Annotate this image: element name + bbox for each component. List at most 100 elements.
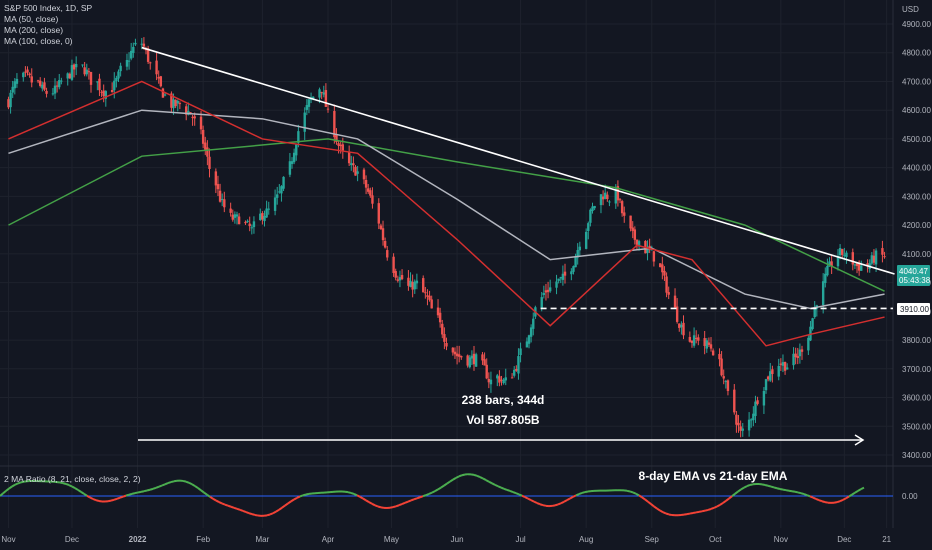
- legend-title[interactable]: S&P 500 Index, 1D, SP: [4, 3, 93, 13]
- ratio-segment: [248, 512, 253, 516]
- legend-ma200[interactable]: MA (200, close): [4, 25, 64, 35]
- ratio-segment: [377, 505, 382, 509]
- candle: [263, 210, 266, 227]
- candle: [214, 168, 218, 194]
- candle: [845, 250, 848, 264]
- candle: [66, 72, 69, 86]
- date-range-arrow[interactable]: [138, 434, 865, 446]
- candle: [350, 155, 353, 171]
- ratio-segment: [155, 485, 160, 489]
- candle: [53, 78, 57, 100]
- ratio-segment: [128, 492, 133, 496]
- ratio-segment: [824, 501, 829, 504]
- ratio-segment: [242, 510, 247, 514]
- candle: [529, 324, 533, 343]
- candle: [22, 71, 25, 82]
- ratio-segment: [167, 481, 172, 485]
- candle: [144, 46, 148, 55]
- ratio-segment: [410, 498, 415, 502]
- ratio-segment: [782, 488, 787, 492]
- ratio-segment: [515, 492, 520, 496]
- ratio-segment: [389, 506, 394, 509]
- candle: [851, 248, 854, 271]
- candle: [191, 114, 194, 126]
- candle: [58, 73, 61, 90]
- candle: [697, 334, 700, 346]
- candle: [707, 337, 711, 348]
- ratio-segment: [284, 502, 289, 507]
- ratio-segment: [77, 489, 82, 493]
- candle: [675, 298, 679, 324]
- price-tick: 4300.00: [902, 192, 931, 201]
- candle: [853, 263, 857, 269]
- trendline[interactable]: [141, 46, 895, 275]
- candle: [354, 165, 357, 176]
- candle: [218, 183, 222, 203]
- candle: [807, 335, 810, 355]
- ratio-segment: [536, 502, 541, 506]
- ratio-segment: [116, 496, 121, 500]
- ratio-segment: [413, 497, 418, 501]
- ratio-segment: [818, 499, 823, 503]
- ratio-segment: [59, 481, 64, 485]
- ratio-segment: [848, 493, 853, 498]
- candle: [470, 350, 474, 366]
- ratio-segment: [74, 487, 79, 491]
- candle: [572, 265, 575, 275]
- ratio-segment: [521, 494, 526, 499]
- ratio-segment: [134, 491, 139, 495]
- candle: [781, 354, 785, 373]
- candle: [591, 202, 594, 214]
- ratio-segment: [428, 491, 433, 495]
- ratio-segment: [11, 483, 16, 488]
- ratio-segment: [17, 481, 22, 485]
- candle: [235, 211, 239, 225]
- candle: [174, 99, 177, 109]
- indicator-title[interactable]: 2 MA Ratio (8, 21, close, close, 2, 2): [4, 474, 141, 484]
- candle: [500, 375, 503, 386]
- candle: [28, 72, 31, 78]
- candle: [570, 268, 573, 281]
- candle: [364, 175, 368, 195]
- candle: [83, 61, 86, 77]
- ratio-segment: [305, 492, 310, 496]
- candle: [483, 352, 486, 366]
- ratio-segment: [713, 505, 718, 509]
- ratio-segment: [578, 492, 583, 495]
- price-axis: 4900.00 4800.00 4700.00 4600.00 4500.00 4400.…: [902, 20, 931, 460]
- legend-ma100[interactable]: MA (100, close, 0): [4, 36, 73, 46]
- price-tick: 3500.00: [902, 422, 931, 431]
- last-price-tag: 4040.47 05:43:38: [897, 265, 931, 286]
- ratio-segment: [65, 483, 70, 487]
- ratio-segment: [227, 504, 232, 508]
- support-price-value: 3910.00: [900, 305, 929, 314]
- ratio-segment: [125, 493, 130, 497]
- candle: [623, 206, 626, 223]
- ratio-segment: [347, 491, 352, 494]
- candle: [703, 330, 706, 355]
- ratio-segment: [434, 488, 439, 492]
- ratio-segment: [665, 512, 670, 516]
- ratio-segment: [857, 488, 862, 492]
- ratio-segment: [836, 500, 841, 504]
- ratio-segment: [302, 493, 307, 497]
- ratio-segment: [440, 484, 445, 489]
- candle: [794, 347, 797, 365]
- price-tick: 4200.00: [902, 221, 931, 230]
- ratio-segment: [698, 510, 703, 513]
- candle: [525, 337, 529, 348]
- candle: [193, 112, 196, 126]
- candle: [752, 406, 755, 427]
- candle: [159, 75, 163, 88]
- ratio-segment: [425, 493, 430, 497]
- legend-ma50[interactable]: MA (50, close): [4, 14, 59, 24]
- ratio-segment: [803, 493, 808, 497]
- candle: [250, 224, 254, 235]
- candle: [809, 320, 812, 342]
- ratio-segment: [68, 484, 73, 488]
- ratio-segment: [716, 503, 721, 508]
- ratio-segment: [224, 503, 229, 507]
- time-tick: May: [384, 535, 399, 544]
- ratio-segment: [839, 498, 844, 503]
